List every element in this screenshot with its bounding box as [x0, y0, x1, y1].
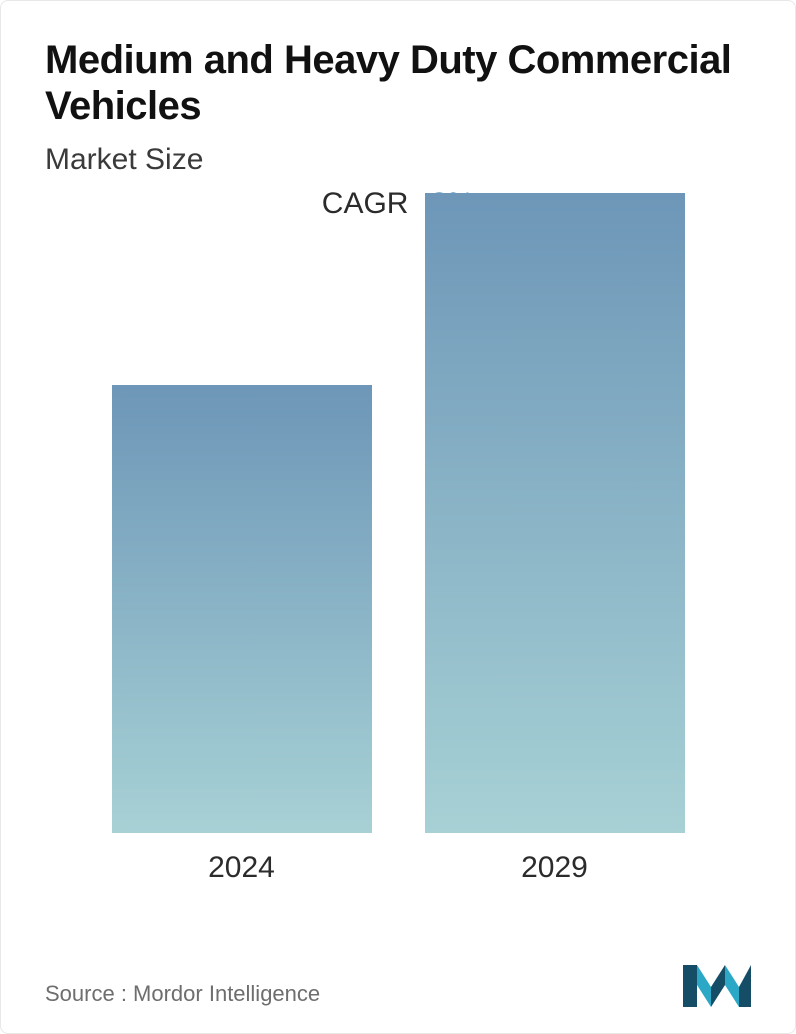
bar-chart: 2024 2029 [45, 245, 751, 885]
mordor-logo-icon [681, 963, 751, 1007]
chart-card: Medium and Heavy Duty Commercial Vehicle… [0, 0, 796, 1034]
chart-subtitle: Market Size [45, 143, 751, 177]
bar-label: 2029 [521, 851, 588, 885]
bar [425, 193, 685, 833]
bar-label: 2024 [208, 851, 275, 885]
bar-column: 2024 [112, 385, 372, 885]
footer: Source : Mordor Intelligence [45, 963, 751, 1007]
source-text: Source : Mordor Intelligence [45, 981, 320, 1007]
cagr-label: CAGR [322, 187, 409, 220]
chart-title: Medium and Heavy Duty Commercial Vehicle… [45, 37, 751, 129]
bar-column: 2029 [425, 193, 685, 885]
bar [112, 385, 372, 833]
